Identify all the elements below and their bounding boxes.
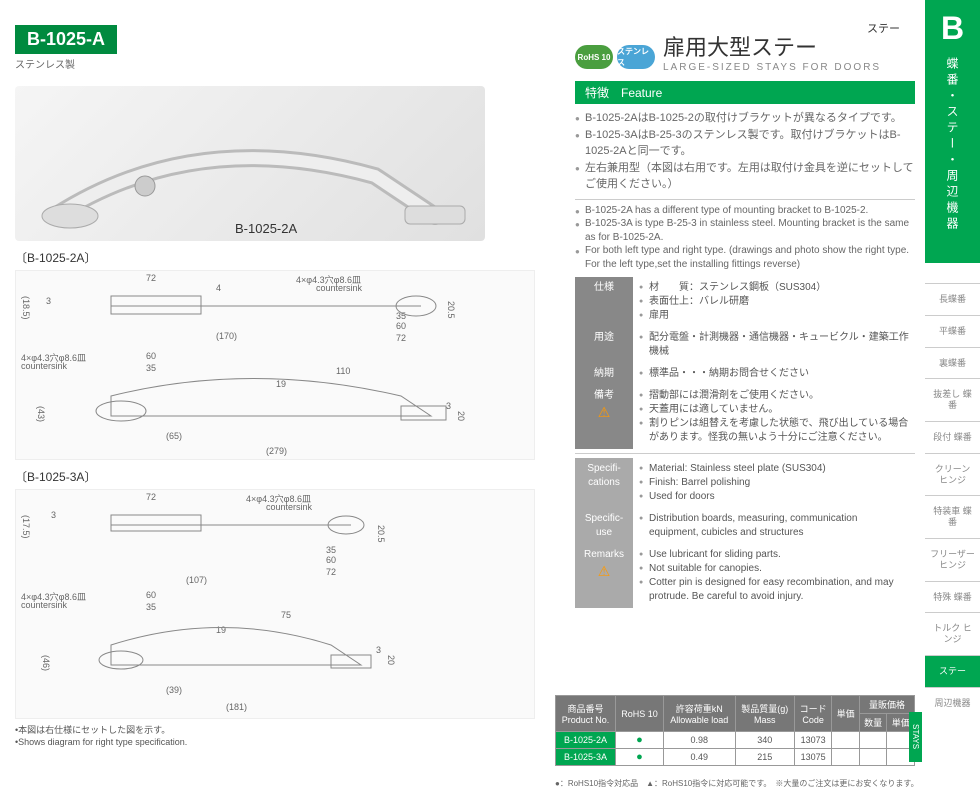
list-item: Material: Stainless steel plate (SUS304) [639, 462, 909, 476]
note-left: •本図は右仕様にセットした図を示す。 •Shows diagram for ri… [15, 725, 555, 748]
left-column: B-1025-A ステンレス製 B-1025-2A 〔B-1025-2A〕 72… [15, 25, 555, 748]
table-row: B-1025-2A●0.9834013073 [556, 732, 915, 749]
list-item: 割りピンは組替えを考慮した状態で、飛び出している場合があります。怪我の無いよう十… [639, 417, 909, 445]
list-item: Not suitable for canopies. [639, 562, 909, 576]
list-item: 標準品・・・納期お問合せください [639, 367, 909, 381]
list-item: Distribution boards, measuring, communic… [639, 512, 909, 540]
drawing2-label: 〔B-1025-3A〕 [15, 468, 555, 485]
nav-item[interactable]: 裏蝶番 [925, 347, 980, 379]
nav-item[interactable]: 長蝶番 [925, 283, 980, 315]
product-photo: B-1025-2A [15, 86, 485, 241]
spec-table-jp: 仕様材 質：ステンレス鋼板（SUS304）表面仕上：バレル研磨扉用 用途配分電盤… [575, 277, 915, 449]
list-item: B-1025-3AはB-25-3のステンレス製です。取付けブラケットはB-102… [575, 127, 915, 160]
list-item: B-1025-2AはB-1025-2の取付けブラケットが異なるタイプです。 [575, 110, 915, 127]
stainless-badge: ステンレス [617, 45, 655, 69]
nav-items: 長蝶番平蝶番裏蝶番抜差し 蝶番段付 蝶番クリーン ヒンジ特装車 蝶番フリーザー … [925, 283, 980, 719]
product-code: B-1025-A [15, 25, 117, 54]
list-item: 表面仕上：バレル研磨 [639, 295, 909, 309]
stay-illustration [15, 86, 485, 241]
feature-header: 特徴 Feature [575, 81, 915, 104]
nav-item[interactable]: 平蝶番 [925, 315, 980, 347]
table-note: ●：RoHS10指令対応品 ▲：RoHS10指令に対応可能です。 ※大量のご注文… [555, 778, 919, 789]
list-item: 材 質：ステンレス鋼板（SUS304） [639, 281, 909, 295]
list-item: Cotter pin is designed for easy recombin… [639, 576, 909, 604]
drawing-1: 72 4 4×φ4.3穴φ8.6皿 countersink (18.5) 3 (… [15, 270, 535, 460]
product-table: 商品番号Product No. RoHS 10 許容荷重kNAllowable … [555, 695, 915, 766]
nav-item[interactable]: 段付 蝶番 [925, 421, 980, 453]
nav-item[interactable]: 周辺機器 [925, 687, 980, 719]
nav-item[interactable]: 特装車 蝶番 [925, 495, 980, 538]
nav-item[interactable]: フリーザー ヒンジ [925, 538, 980, 581]
list-item: B-1025-2A has a different type of mounti… [575, 204, 915, 218]
list-item: Used for doors [639, 490, 909, 504]
right-column: RoHS 10 ステンレス 扉用大型ステー LARGE-SIZED STAYS … [575, 30, 915, 608]
badges: RoHS 10 ステンレス [575, 45, 655, 69]
section-indicator: B 蝶番・ステー・周辺機器 [925, 0, 980, 263]
list-item: 扉用 [639, 309, 909, 323]
photo-label: B-1025-2A [235, 221, 297, 236]
drawing1-label: 〔B-1025-2A〕 [15, 249, 555, 266]
list-item: For both left type and right type. (draw… [575, 244, 915, 271]
nav-item[interactable]: 特殊 蝶番 [925, 581, 980, 613]
tech-drawing-2 [21, 495, 531, 715]
nav-item[interactable]: トルク ヒンジ [925, 612, 980, 655]
list-item: B-1025-3A is type B-25-3 in stainless st… [575, 217, 915, 244]
material-label: ステンレス製 [15, 56, 555, 71]
title-en: LARGE-SIZED STAYS FOR DOORS [663, 62, 881, 73]
features-jp: B-1025-2AはB-1025-2の取付けブラケットが異なるタイプです。B-1… [575, 110, 915, 193]
tech-drawing-1 [21, 276, 531, 456]
sidebar: B 蝶番・ステー・周辺機器 長蝶番平蝶番裏蝶番抜差し 蝶番段付 蝶番クリーン ヒ… [925, 0, 980, 802]
list-item: 左右兼用型（本図は右用です。左用は取付け金具を逆にセットしてご使用ください。） [575, 160, 915, 193]
list-item: 摺動部には潤滑剤をご使用ください。 [639, 389, 909, 403]
spec-table-en: Specifi- cationsMaterial: Stainless stee… [575, 458, 915, 608]
stays-tab: STAYS [909, 712, 922, 762]
list-item: 配分電盤・計測機器・通信機器・キュービクル・建築工作機械 [639, 331, 909, 359]
title-jp: 扉用大型ステー [663, 30, 881, 62]
drawing-2: 72 4×φ4.3穴φ8.6皿 countersink (17.5) 3 35 … [15, 489, 535, 719]
list-item: Finish: Barrel polishing [639, 476, 909, 490]
features-en: B-1025-2A has a different type of mounti… [575, 204, 915, 272]
nav-item-active[interactable]: ステー [925, 655, 980, 687]
nav-item[interactable]: 抜差し 蝶番 [925, 378, 980, 421]
rohs-badge: RoHS 10 [575, 45, 613, 69]
table-row: B-1025-3A●0.4921513075 [556, 749, 915, 766]
list-item: 天蓋用には適していません。 [639, 403, 909, 417]
nav-item[interactable]: クリーン ヒンジ [925, 453, 980, 496]
list-item: Use lubricant for sliding parts. [639, 548, 909, 562]
